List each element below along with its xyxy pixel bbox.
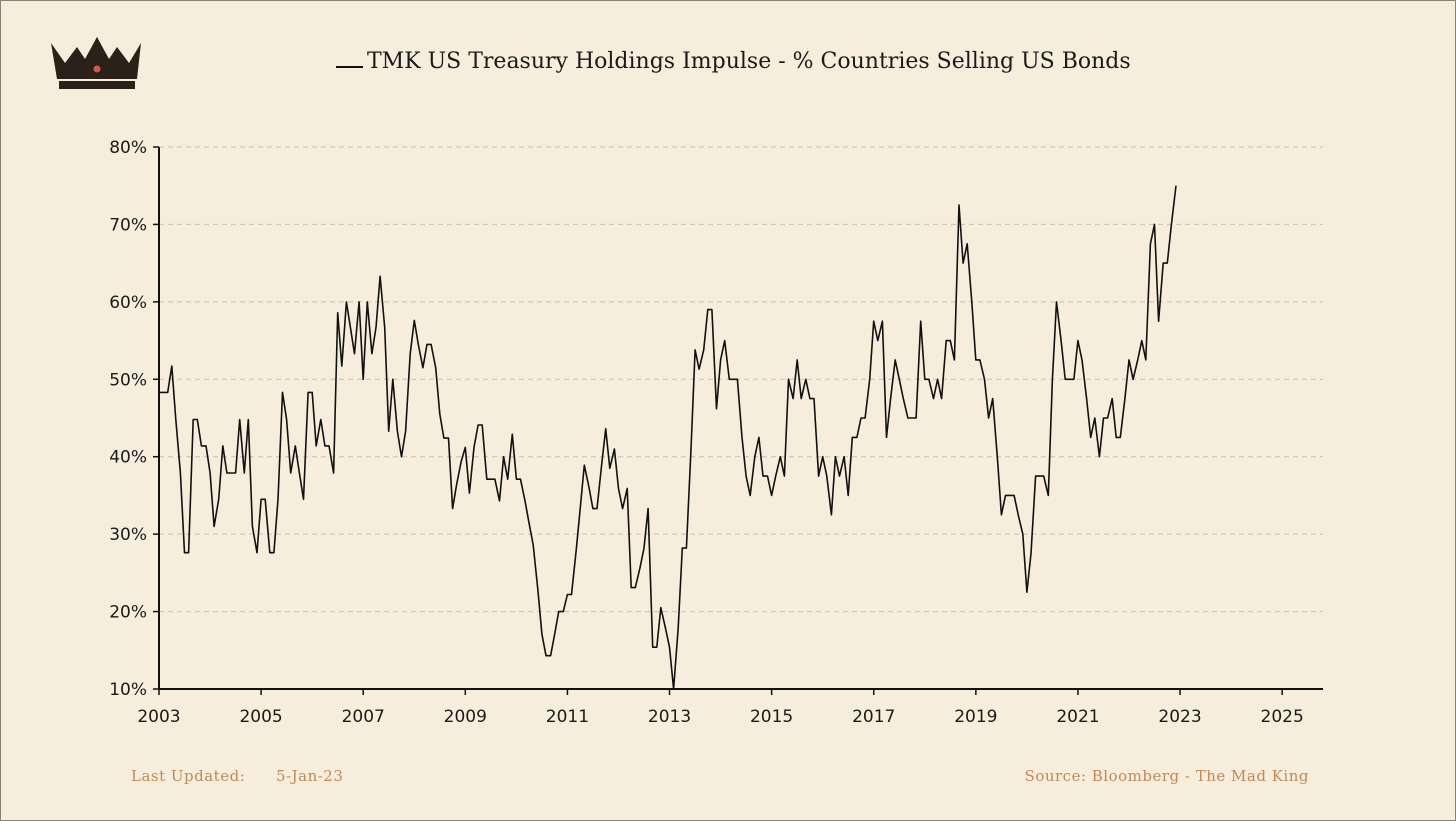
x-tick-label: 2011: [546, 707, 589, 727]
y-tick-label: 40%: [109, 448, 147, 468]
x-tick-label: 2021: [1056, 707, 1099, 727]
y-tick-label: 30%: [109, 525, 147, 545]
series-line: [159, 185, 1177, 690]
chart-title-text: TMK US Treasury Holdings Impulse - % Cou…: [367, 49, 1131, 74]
last-updated-label: Last Updated:: [131, 767, 245, 785]
y-tick-label: 70%: [109, 215, 147, 235]
x-tick-label: 2007: [342, 707, 385, 727]
y-tick-label: 50%: [109, 370, 147, 390]
source-text: Source: Bloomberg - The Mad King: [1025, 767, 1309, 785]
series-layer: [159, 185, 1177, 690]
crown-icon: [51, 37, 141, 89]
last-updated-value: 5-Jan-23: [276, 767, 343, 785]
grid: [159, 146, 1323, 613]
x-tick-label: 2009: [444, 707, 487, 727]
x-tick-label: 2025: [1261, 707, 1304, 727]
y-tick-label: 60%: [109, 293, 147, 313]
axes: 10% 20% 30% 40% 50% 60% 70% 80% 2003 2005 2007 2009…: [109, 138, 1323, 727]
y-tick-label: 80%: [109, 138, 147, 158]
x-tick-label: 2013: [648, 707, 691, 727]
x-tick-label: 2005: [239, 707, 282, 727]
y-tick-label: 20%: [109, 603, 147, 623]
x-tick-label: 2003: [137, 707, 180, 727]
x-tick-label: 2023: [1158, 707, 1201, 727]
x-tick-label: 2019: [954, 707, 997, 727]
chart-title: TMK US Treasury Holdings Impulse - % Cou…: [336, 49, 1131, 74]
x-tick-label: 2017: [852, 707, 895, 727]
x-tick-label: 2015: [750, 707, 793, 727]
y-tick-label: 10%: [109, 680, 147, 700]
